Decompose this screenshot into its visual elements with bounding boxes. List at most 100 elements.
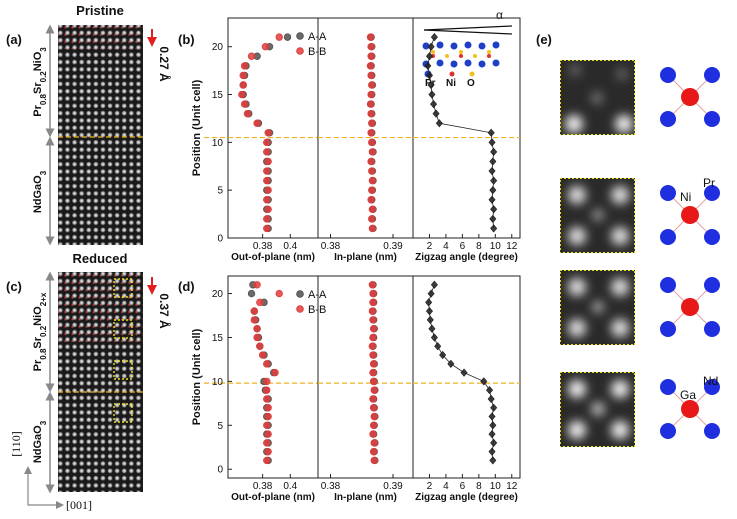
x-tick-label: 6 [460,241,466,252]
data-point [488,195,496,204]
atom-annotation: Ni [680,190,691,204]
y-tick-label: 5 [217,421,223,432]
panel-a: (a) Pristine Pr0.8Sr0.2NiO3 NdGaO3 0.27 … [6,3,172,246]
plot-frame [317,275,414,479]
legend-marker [296,305,304,313]
data-point [434,342,442,351]
formula-part: 2+x [39,292,48,306]
formula-part: NiO [32,306,44,326]
data-point [430,333,438,342]
data-point [430,280,438,289]
data-point [256,342,264,350]
data-point [427,289,435,298]
panel-label: (a) [6,32,22,47]
data-point [283,33,292,41]
data-point [263,360,271,368]
data-point [256,298,264,307]
data-point [370,439,378,447]
a-site-atom [704,229,720,245]
stem-image [58,25,143,245]
region-box [113,278,133,298]
legend-atom [469,71,475,77]
formula-part: NdGaO [32,425,44,463]
data-point [369,360,378,368]
a-site-atom [660,321,676,337]
data-point [488,412,496,421]
o-atoms [431,50,491,58]
data-point [239,71,247,80]
formula-part: 0.2 [39,71,48,83]
atom-label: Ni [446,78,456,89]
haadf-crop [560,270,635,345]
data-point [253,119,261,127]
data-point [247,289,256,298]
data-point [239,81,247,89]
x-tick-label: 0.4 [283,241,297,252]
y-tick-label: 10 [212,138,224,149]
a-site-atom [660,379,676,395]
legend-atom [449,71,455,77]
a-site-atom [660,111,676,127]
data-point [368,215,376,223]
formula-part: 0.8 [39,93,48,105]
data-point [263,148,271,156]
angle-label: α [496,8,503,22]
data-point [366,62,375,70]
data-point [240,62,249,70]
data-point [368,176,377,185]
data-point [369,298,377,307]
ni-atoms [431,54,491,58]
x-axis-label: In-plane (nm) [334,492,397,503]
x-axis-label: Zigzag angle (degree) [415,252,518,263]
data-point [490,403,498,412]
data-point [425,52,433,61]
data-point [489,157,497,166]
y-tick-label: 15 [212,90,224,101]
data-point [263,386,271,394]
data-point [488,447,496,456]
x-tick-label: 0.38 [253,481,273,492]
panel-label: (c) [6,279,22,294]
structure-inset: α Pr Ni O [422,8,513,89]
axis-label: [001] [66,498,92,512]
data-point [488,166,496,176]
data-point [488,138,496,147]
formula-part: 0.8 [39,348,48,360]
data-point [240,100,249,108]
data-point [486,386,494,395]
x-tick-label: 12 [506,241,518,252]
data-point [250,307,259,315]
data-point [368,186,376,194]
displacement-overlay [58,25,143,49]
data-point [263,167,271,175]
a-site-atom [660,67,676,83]
y-tick-label: 5 [217,186,223,197]
x-tick-label: 10 [490,241,502,252]
a-site-atom [660,423,676,439]
formula-part: Sr [32,82,44,94]
data-point [368,224,377,233]
x-tick-label: 0.38 [321,481,341,492]
x-tick-label: 0.39 [383,481,403,492]
data-point [263,224,271,233]
y-tick-label: 15 [212,333,224,344]
plot-frame [227,275,319,479]
b-site-atom [681,206,699,224]
shift-label: 0.27 Å [157,46,172,82]
legend-marker [296,47,304,55]
data-point [247,52,256,60]
data-point [367,109,375,118]
region-box [113,360,133,380]
legend-label: B-B [308,304,326,316]
haadf-crop [560,60,635,135]
a-site-atom [660,277,676,293]
data-point [263,456,271,465]
data-point [370,456,378,465]
data-point [250,316,259,324]
data-point [490,224,498,233]
data-point [263,395,271,403]
data-point [367,71,375,80]
data-point [369,447,378,456]
arrow-heads [24,466,64,509]
